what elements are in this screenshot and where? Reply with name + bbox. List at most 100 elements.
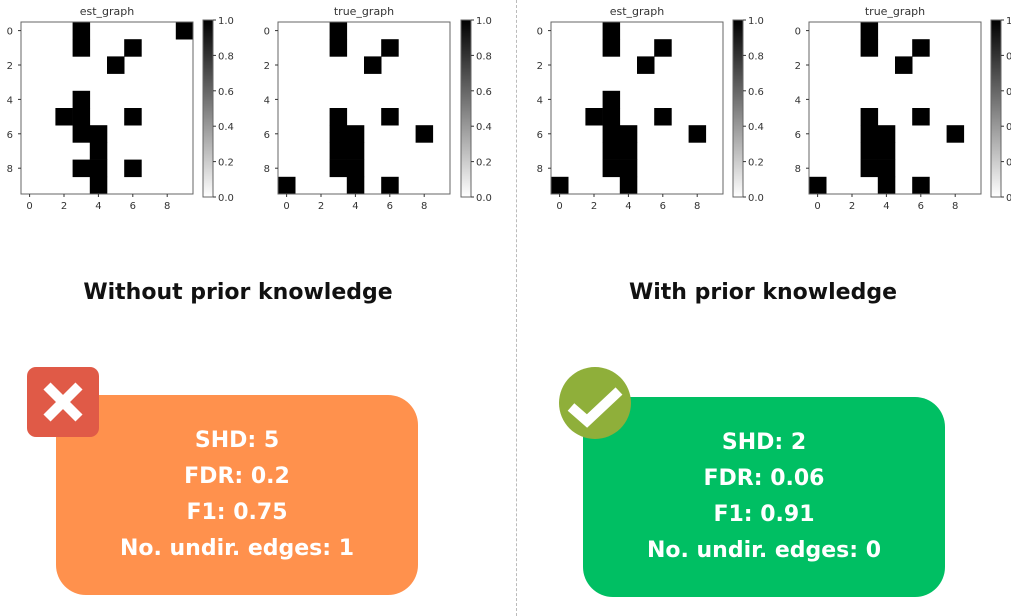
heatmap-cell xyxy=(860,108,879,126)
heatmap-cell xyxy=(877,159,896,178)
left-metrics-box: SHD: 5 FDR: 0.2 F1: 0.75 No. undir. edge… xyxy=(56,395,418,595)
plot-frame xyxy=(20,21,194,195)
metric-fdr: FDR: 0.2 xyxy=(184,464,290,489)
colorbar-tick-label: 0.2 xyxy=(748,158,764,169)
heatmap-cell xyxy=(602,22,621,40)
x-tick-label: 0 xyxy=(814,201,820,212)
y-tick-label: 8 xyxy=(537,164,543,175)
colorbar xyxy=(460,19,472,198)
x-tick-label: 6 xyxy=(130,201,136,212)
heatmap-cell xyxy=(619,142,638,160)
heatmap-cell xyxy=(89,159,108,178)
colorbar-tick-label: 1.0 xyxy=(476,16,492,27)
heatmap-cell xyxy=(329,108,348,126)
chart-title: true_graph xyxy=(334,5,394,18)
y-tick-label: 0 xyxy=(795,27,801,38)
heatmap-cell xyxy=(860,22,879,40)
plot-frame xyxy=(277,21,451,195)
colorbar-tick-label: 0.4 xyxy=(748,122,764,133)
x-tick-label: 4 xyxy=(352,201,358,212)
colorbar-tick-label: 0.4 xyxy=(1006,122,1011,133)
heatmap-cell xyxy=(381,39,399,57)
heatmap-cell xyxy=(602,90,621,109)
heatmap-cell xyxy=(877,142,896,160)
colorbar-tick-label: 0.0 xyxy=(1006,193,1011,204)
heatmap-cell xyxy=(688,125,707,143)
heatmap-cell xyxy=(329,142,348,160)
heatmap-cell xyxy=(602,39,621,57)
heatmap-cell xyxy=(329,125,348,143)
heatmap-cell xyxy=(602,108,621,126)
heatmap-cell xyxy=(860,125,879,143)
chart-title: est_graph xyxy=(80,5,135,18)
x-tick-label: 0 xyxy=(26,201,32,212)
heatmap-cell xyxy=(619,125,638,143)
colorbar xyxy=(990,19,1002,198)
heatmap-cell xyxy=(55,108,73,126)
heatmap-cell xyxy=(346,125,365,143)
x-tick-label: 2 xyxy=(591,201,597,212)
x-tick-label: 2 xyxy=(318,201,324,212)
colorbar-tick-label: 0.8 xyxy=(1006,51,1011,62)
heatmap-cell xyxy=(346,159,365,178)
colorbar-tick-label: 0.4 xyxy=(476,122,492,133)
heatmaps: est_graph 0 2 4 6 8 0 2 4 6 8 0.0 0.2 0.4 0.6 0.8 1.0 tru… xyxy=(7,5,1011,212)
x-tick-label: 4 xyxy=(883,201,889,212)
metric-undir-edges: No. undir. edges: 1 xyxy=(119,536,355,561)
y-tick-label: 2 xyxy=(795,61,801,72)
heatmap-cell xyxy=(602,142,621,160)
x-tick-label: 8 xyxy=(952,201,958,212)
heatmap-cell xyxy=(381,176,399,195)
y-tick-label: 6 xyxy=(7,130,13,141)
x-tick-label: 0 xyxy=(556,201,562,212)
heatmap-cell xyxy=(89,142,108,160)
y-tick-label: 0 xyxy=(264,27,270,38)
y-tick-label: 4 xyxy=(264,95,270,106)
chart-title: true_graph xyxy=(865,5,925,18)
heatmap-cell xyxy=(895,56,913,74)
heatmap-cell xyxy=(346,176,365,195)
x-tick-label: 2 xyxy=(849,201,855,212)
x-tick-label: 8 xyxy=(164,201,170,212)
heatmap-cell xyxy=(72,90,91,109)
metric-fdr: FDR: 0.06 xyxy=(703,466,825,491)
heatmap-cell xyxy=(124,108,142,126)
heatmap-cell xyxy=(654,108,672,126)
y-tick-label: 2 xyxy=(7,61,13,72)
x-tick-label: 8 xyxy=(694,201,700,212)
heatmap-cell xyxy=(381,108,399,126)
x-tick-label: 0 xyxy=(283,201,289,212)
heatmap-cell xyxy=(72,125,91,143)
y-tick-label: 6 xyxy=(795,130,801,141)
divider xyxy=(516,0,517,616)
colorbar-tick-label: 0.0 xyxy=(748,193,764,204)
colorbar-tick-label: 0.2 xyxy=(1006,158,1011,169)
heatmap-cell xyxy=(72,22,91,40)
heatmap-cell xyxy=(346,142,365,160)
x-tick-label: 6 xyxy=(918,201,924,212)
colorbar-tick-label: 0.8 xyxy=(218,51,234,62)
y-tick-label: 8 xyxy=(795,164,801,175)
x-tick-label: 4 xyxy=(95,201,101,212)
x-tick-label: 6 xyxy=(387,201,393,212)
heatmap-cell xyxy=(72,159,91,178)
y-tick-label: 8 xyxy=(7,164,13,175)
colorbar-tick-label: 0.8 xyxy=(748,51,764,62)
heatmap-cell xyxy=(415,125,434,143)
heatmap-cell xyxy=(912,39,930,57)
y-tick-label: 2 xyxy=(264,61,270,72)
colorbar-tick-label: 0.6 xyxy=(218,87,234,98)
heatmap-cell xyxy=(364,56,382,74)
heatmap-cell xyxy=(619,176,638,195)
heatmap-cell xyxy=(551,176,569,195)
metric-f1: F1: 0.75 xyxy=(186,500,288,525)
y-tick-label: 0 xyxy=(537,27,543,38)
colorbar xyxy=(202,19,214,198)
heatmap-cell xyxy=(602,125,621,143)
metric-shd: SHD: 2 xyxy=(721,430,807,455)
colorbar-tick-label: 0.6 xyxy=(1006,87,1011,98)
x-tick-label: 6 xyxy=(660,201,666,212)
heatmap-cell xyxy=(278,176,296,195)
y-tick-label: 4 xyxy=(795,95,801,106)
